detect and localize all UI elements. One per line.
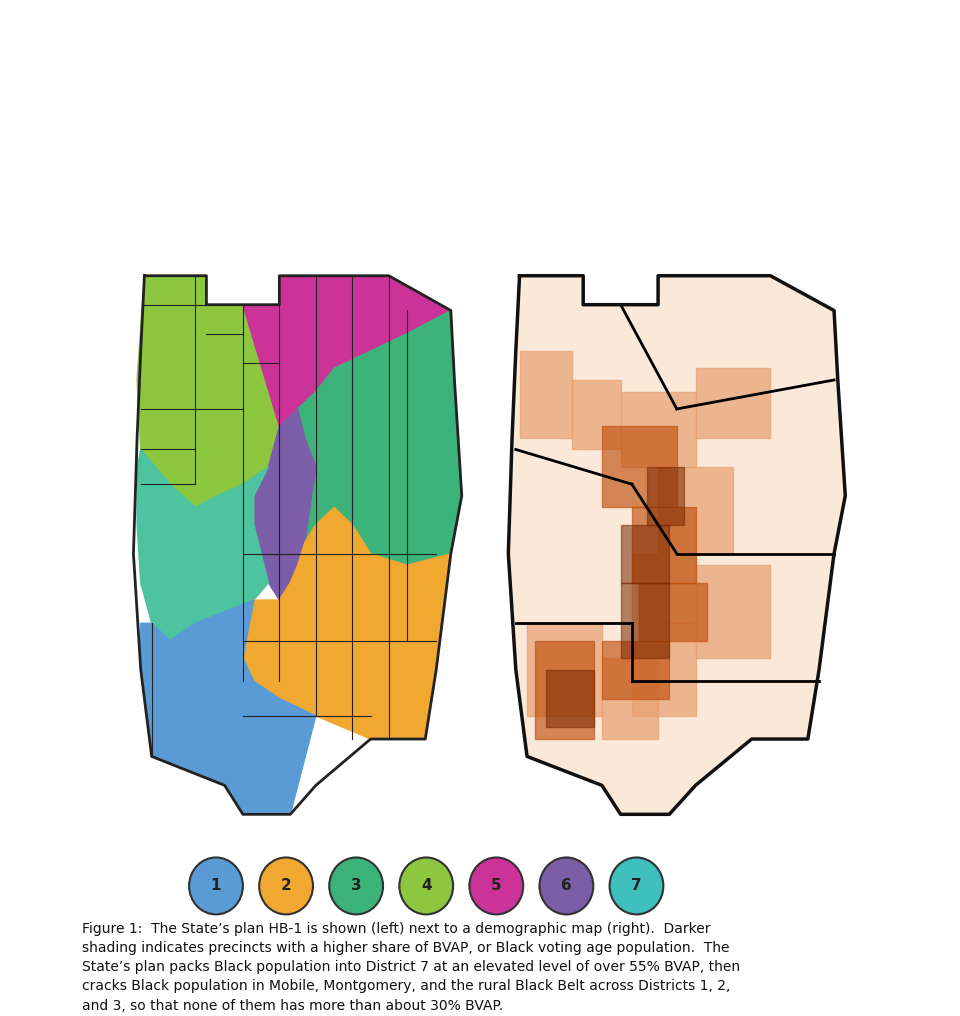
Circle shape [610,858,663,914]
Polygon shape [137,449,269,641]
Polygon shape [620,391,695,467]
Text: Figure 1:  The State’s plan HB-1 is shown (left) next to a demographic map (righ: Figure 1: The State’s plan HB-1 is shown… [82,922,710,936]
Polygon shape [659,467,733,554]
Text: 3: 3 [350,879,362,893]
Polygon shape [639,583,707,641]
Polygon shape [632,554,695,623]
Polygon shape [602,641,669,699]
Polygon shape [141,600,316,815]
Circle shape [540,858,593,914]
Polygon shape [137,275,279,507]
Polygon shape [527,623,602,716]
Text: 5: 5 [491,879,502,893]
Text: 6: 6 [561,879,572,893]
Circle shape [259,858,313,914]
Polygon shape [602,427,677,507]
Polygon shape [647,467,684,524]
Circle shape [399,858,453,914]
Polygon shape [695,565,770,658]
Text: State’s plan packs Black population into District 7 at an elevated level of over: State’s plan packs Black population into… [82,960,740,974]
Circle shape [189,858,243,914]
Text: and 3, so that none of them has more than about 30% BVAP.: and 3, so that none of them has more tha… [82,999,503,1013]
Polygon shape [572,380,620,449]
Text: shading indicates precincts with a higher share of BVAP, or Black voting age pop: shading indicates precincts with a highe… [82,941,729,955]
Polygon shape [298,311,462,565]
Polygon shape [243,275,451,427]
Polygon shape [632,507,695,583]
Polygon shape [253,408,316,600]
Polygon shape [535,641,594,739]
Text: 4: 4 [420,879,432,893]
Text: 1: 1 [211,879,221,893]
Circle shape [469,858,523,914]
Polygon shape [519,352,572,438]
Text: 7: 7 [631,879,642,893]
Polygon shape [620,583,669,658]
Polygon shape [509,275,846,815]
Text: cracks Black population in Mobile, Montgomery, and the rural Black Belt across D: cracks Black population in Mobile, Montg… [82,979,730,994]
Polygon shape [620,524,669,583]
Circle shape [329,858,383,914]
Polygon shape [602,658,659,739]
Polygon shape [545,670,594,727]
Polygon shape [243,507,451,739]
Polygon shape [632,623,695,716]
Text: 2: 2 [280,879,292,893]
Polygon shape [695,369,770,438]
